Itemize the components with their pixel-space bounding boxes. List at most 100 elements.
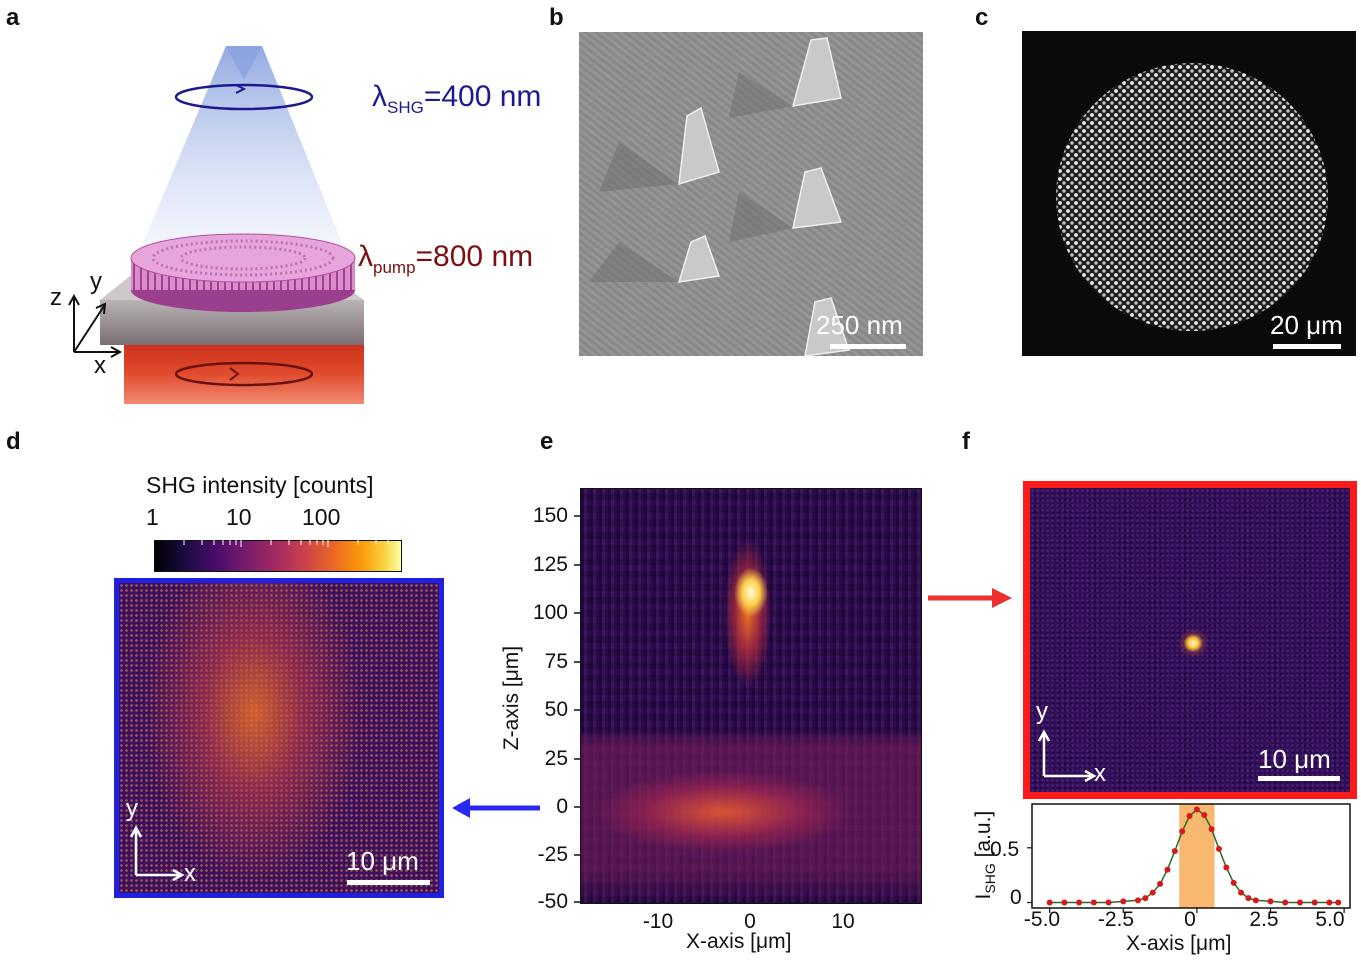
pump-block	[124, 342, 364, 404]
plot-xlabel: X-axis [μm]	[1126, 932, 1232, 955]
profile-point	[1142, 895, 1149, 902]
profile-point	[1193, 806, 1200, 813]
ytick-125: 125	[532, 553, 568, 576]
ytick-50: 50	[544, 698, 568, 721]
shg-map-f	[1023, 481, 1357, 799]
pump-wavelength-label: λpump=800 nm	[358, 240, 533, 278]
profile-point	[1164, 866, 1171, 873]
sem-nanopyramids	[589, 37, 851, 356]
profile-point	[1120, 898, 1127, 905]
shg-value: =400 nm	[423, 80, 542, 113]
shg-beam-cone	[140, 46, 345, 250]
profile-point	[1296, 899, 1303, 906]
pump-subscript: pump	[373, 258, 416, 277]
plot-xtick-minus5: -5.0	[1023, 908, 1061, 931]
scale-bar-f	[1258, 776, 1340, 781]
plot-ylabel-sub: SHG	[982, 863, 999, 894]
pump-value: =800 nm	[415, 240, 534, 273]
polarization-ellipse-bottom	[174, 361, 314, 387]
profile-point	[1201, 811, 1208, 818]
colorbar-minor-ticks	[183, 540, 389, 547]
heatmap-e-xlabel: X-axis [μm]	[686, 930, 792, 953]
polarization-ellipse-top	[174, 83, 314, 111]
profile-point	[1149, 889, 1156, 896]
panel-a-schematic	[68, 46, 364, 404]
ytick-25: 25	[544, 747, 568, 770]
profile-point	[1252, 897, 1259, 904]
pump-symbol: λ	[358, 240, 373, 273]
scale-bar-d	[347, 880, 430, 885]
axis-x-label-d: x	[184, 860, 196, 887]
axis-y-label-d: y	[126, 795, 138, 822]
axes-triad	[68, 293, 123, 358]
xtick-0: 0	[744, 910, 756, 933]
shg-wavelength-label: λSHG=400 nm	[372, 80, 541, 118]
panel-label-f: f	[962, 428, 970, 455]
ytick-100: 100	[532, 601, 568, 624]
profile-point	[1157, 880, 1164, 887]
metasurface-lattice-disk	[1056, 63, 1328, 331]
ytick-minus50: -50	[537, 890, 568, 913]
plot-xtick-minus25: -2.5	[1097, 908, 1135, 931]
heatmap-e	[580, 488, 922, 904]
profile-point	[1238, 889, 1245, 896]
arrow-e-to-d	[452, 798, 540, 818]
ytick-0: 0	[556, 795, 568, 818]
heatmap-e-ylabel: Z-axis [μm]	[500, 645, 523, 751]
profile-point	[1208, 826, 1215, 833]
profile-point	[1311, 899, 1318, 906]
axes-arrows-f	[1037, 729, 1097, 783]
profile-highlight-band	[1179, 804, 1215, 908]
colorbar-tick-1: 1	[146, 504, 159, 530]
profile-point	[1090, 899, 1097, 906]
colorbar-title: SHG intensity [counts]	[146, 472, 374, 498]
profile-point	[1171, 848, 1178, 855]
profile-point	[1230, 879, 1237, 886]
optical-scale-bar	[1273, 344, 1341, 349]
scale-bar-label-d: 10 μm	[346, 846, 419, 876]
optical-scale-bar-label: 20 μm	[1270, 310, 1343, 340]
substrate	[100, 300, 364, 345]
plot-ytick-0: 0	[1010, 886, 1022, 909]
panel-label-b: b	[549, 4, 564, 31]
arrow-e-to-f	[928, 588, 1012, 608]
plot-ytick-05: 0.5	[990, 838, 1020, 861]
shg-symbol: λ	[372, 80, 387, 113]
plot-ylabel-main: I	[971, 893, 995, 900]
profile-plot-frame	[1031, 803, 1351, 909]
profile-point	[1215, 845, 1222, 852]
colorbar-tick-10: 10	[226, 504, 252, 530]
sem-scale-bar-label: 250 nm	[816, 310, 903, 340]
profile-point	[1245, 895, 1252, 902]
sem-image	[579, 32, 923, 356]
ytick-75: 75	[544, 650, 568, 673]
plot-ylabel: ISHG [a.u.]	[972, 800, 998, 910]
profile-point	[1335, 899, 1342, 906]
panel-label-c: c	[975, 4, 989, 31]
axis-z-label: z	[50, 284, 62, 311]
profile-point	[1267, 898, 1274, 905]
sem-scale-bar	[830, 344, 906, 349]
axis-y-label: y	[90, 268, 102, 295]
heatmap-e-ticks	[574, 515, 580, 903]
panel-label-e: e	[540, 428, 554, 455]
colorbar	[154, 540, 402, 572]
profile-point	[1076, 899, 1083, 906]
optical-image	[1022, 31, 1356, 356]
xtick-10: 10	[831, 910, 855, 933]
profile-point	[1186, 813, 1193, 820]
profile-point	[1282, 899, 1289, 906]
shg-subscript: SHG	[387, 98, 424, 117]
panel-label-d: d	[6, 428, 21, 455]
colorbar-tick-100: 100	[302, 504, 341, 530]
axis-x-label-f: x	[1094, 760, 1106, 787]
axis-y-label-f: y	[1036, 698, 1048, 725]
axis-x-label: x	[94, 352, 106, 379]
plot-xtick-25: 2.5	[1249, 908, 1279, 931]
profile-plot	[1027, 803, 1351, 913]
profile-point	[1061, 899, 1068, 906]
axes-arrows-d	[129, 825, 185, 882]
profile-point	[1326, 899, 1333, 906]
profile-point	[1223, 864, 1230, 871]
ytick-150: 150	[532, 504, 568, 527]
